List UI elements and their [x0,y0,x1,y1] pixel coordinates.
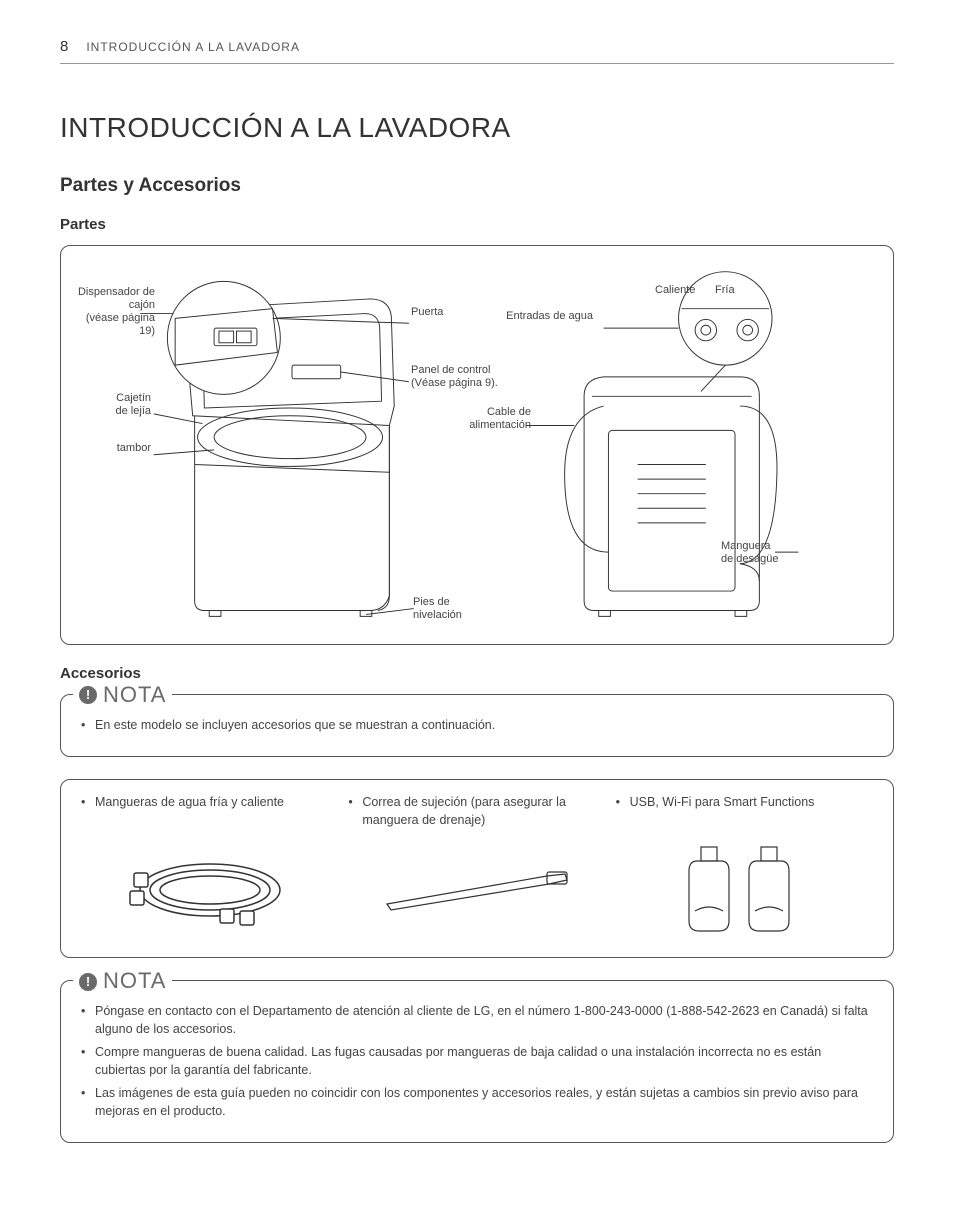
accessory-col-3: USB, Wi-Fi para Smart Functions [616,794,873,940]
label-tambor: tambor [81,442,151,455]
label-fria: Fría [715,284,735,297]
nota2-item: Compre mangueras de buena calidad. Las f… [81,1044,873,1079]
label-cajetin: Cajetín de lejía [81,392,151,418]
accessory-col-1: Mangueras de agua fría y caliente [81,794,338,940]
usb-wifi-icon [616,840,873,940]
section-heading: Partes y Accesorios [60,173,894,200]
acc2-label: Correa de sujeción (para asegurar la man… [348,794,605,829]
page-header: 8 INTRODUCCIÓN A LA LAVADORA [60,36,894,64]
parts-diagram-svg [71,260,883,630]
accesorios-heading: Accesorios [60,663,894,684]
nota-text-1: NOTA [103,680,166,711]
nota-label-2: ! NOTA [73,966,172,997]
nota1-list: En este modelo se incluyen accesorios qu… [81,717,873,735]
label-puerta: Puerta [411,306,443,319]
nota2-item: Póngase en contacto con el Departamento … [81,1003,873,1038]
label-manguera: Manguera de desagüe [721,540,779,566]
hoses-icon [81,840,338,940]
label-dispensador: Dispensador de cajón (véase página 19) [67,286,155,339]
nota2-list: Póngase en contacto con el Departamento … [81,1003,873,1120]
nota-label-1: ! NOTA [73,680,172,711]
label-pies: Pies de nivelación [413,596,462,622]
parts-diagram-box: Dispensador de cajón (véase página 19) P… [60,245,894,645]
label-caliente: Caliente [655,284,695,297]
alert-icon: ! [79,973,97,991]
label-panel: Panel de control (Véase página 9). [411,364,498,390]
accessories-box: Mangueras de agua fría y caliente Correa… [60,779,894,958]
acc3-label: USB, Wi-Fi para Smart Functions [616,794,873,828]
nota2-item: Las imágenes de esta guía pueden no coin… [81,1085,873,1120]
nota-text-2: NOTA [103,966,166,997]
strap-icon [348,841,605,941]
accessory-col-2: Correa de sujeción (para asegurar la man… [348,794,605,941]
running-title: INTRODUCCIÓN A LA LAVADORA [86,39,300,56]
nota-box-1: ! NOTA En este modelo se incluyen acceso… [60,694,894,758]
label-cable: Cable de alimentación [461,406,531,432]
page-title: INTRODUCCIÓN A LA LAVADORA [60,108,894,147]
nota-box-2: ! NOTA Póngase en contacto con el Depart… [60,980,894,1143]
page-number: 8 [60,36,68,57]
acc1-label: Mangueras de agua fría y caliente [81,794,338,828]
nota1-item: En este modelo se incluyen accesorios qu… [81,717,873,735]
label-entradas: Entradas de agua [493,310,593,323]
alert-icon: ! [79,686,97,704]
partes-heading: Partes [60,214,894,235]
